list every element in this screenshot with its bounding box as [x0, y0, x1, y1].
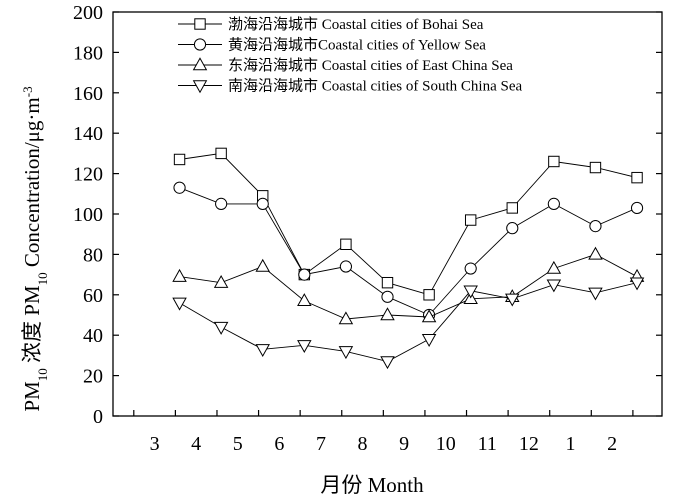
x-tick-label: 6	[274, 433, 284, 455]
legend-label: 东海沿海城市 Coastal cities of East China Sea	[228, 57, 513, 74]
x-tick-label: 8	[358, 433, 368, 455]
data-point	[256, 197, 269, 210]
y-tick-label: 140	[73, 123, 103, 145]
y-axis-title: PM10 浓度 PM10 Concentration/μg·m-3	[20, 86, 50, 411]
series-4	[172, 277, 645, 370]
data-point	[340, 238, 352, 251]
data-point	[173, 181, 186, 194]
legend-label: 南海沿海城市 Coastal cities of South China Sea	[228, 78, 522, 95]
y-tick-label: 160	[73, 83, 103, 105]
data-point	[589, 161, 602, 174]
data-point	[588, 246, 603, 260]
data-point	[589, 220, 602, 233]
series-1	[173, 147, 643, 301]
y-tick-label: 80	[83, 244, 103, 266]
legend-item-2: 黄海沿海城市Coastal cities of Yellow Sea	[178, 37, 486, 54]
data-point	[255, 344, 270, 358]
data-point	[172, 268, 187, 282]
legend-item-1: 渤海沿海城市 Coastal cities of Bohai Sea	[178, 16, 484, 33]
y-tick-label: 20	[83, 366, 103, 388]
data-point	[630, 201, 644, 215]
data-point	[213, 274, 229, 288]
x-tick-label: 1	[566, 433, 576, 455]
x-tick-label: 3	[150, 433, 160, 455]
x-tick-label: 4	[191, 433, 201, 455]
data-point	[338, 346, 354, 360]
data-point	[548, 155, 560, 168]
x-axis-title: 月份 Month	[320, 473, 424, 497]
x-tick-label: 10	[436, 433, 456, 455]
data-point	[423, 289, 435, 301]
series-line	[179, 187, 638, 316]
x-tick-label: 2	[607, 433, 617, 455]
legend-marker	[192, 57, 208, 71]
data-point	[629, 277, 645, 291]
y-label-concentration: Concentration/μg·m	[20, 97, 44, 272]
series-3	[172, 246, 645, 325]
data-point	[380, 307, 395, 321]
data-point	[464, 262, 477, 275]
data-point	[381, 290, 394, 303]
legend-item-3: 东海沿海城市 Coastal cities of East China Sea	[178, 57, 513, 74]
data-point	[546, 260, 562, 274]
y-tick-label: 120	[73, 164, 103, 186]
data-point	[297, 340, 312, 354]
data-point	[547, 197, 560, 210]
y-tick-label: 180	[73, 42, 103, 64]
y-tick-label: 40	[83, 325, 103, 347]
data-point	[506, 202, 518, 214]
series-2	[173, 181, 644, 322]
x-tick-label: 9	[399, 433, 409, 455]
x-tick-label: 5	[233, 433, 243, 455]
data-point	[546, 279, 562, 293]
y-tick-label: 0	[93, 406, 103, 428]
y-axis-label: PM10 浓度 PM10 Concentration/μg·m-3	[20, 86, 50, 411]
data-point	[173, 153, 186, 166]
y-tick-label: 60	[83, 285, 103, 307]
x-tick-label: 11	[478, 433, 497, 455]
data-point	[297, 293, 312, 307]
y-tick-label: 200	[73, 2, 103, 24]
data-point	[172, 297, 187, 311]
legend: 渤海沿海城市 Coastal cities of Bohai Sea 黄海沿海城市…	[178, 16, 522, 95]
data-point	[631, 171, 643, 184]
data-point	[464, 214, 477, 226]
data-point	[421, 309, 437, 323]
data-point	[213, 321, 229, 335]
y-label-nongdu: 浓度 PM	[20, 285, 44, 368]
data-point	[381, 276, 394, 289]
legend-marker	[193, 38, 207, 51]
y-label-sup: -3	[20, 86, 35, 97]
x-tick-label: 12	[519, 433, 539, 455]
x-tick-label: 7	[316, 433, 326, 455]
data-point	[588, 287, 603, 301]
data-point	[506, 222, 519, 235]
legend-item-4: 南海沿海城市 Coastal cities of South China Sea	[178, 78, 522, 95]
data-point	[255, 258, 270, 272]
legend-marker	[194, 18, 206, 30]
data-point	[421, 334, 437, 347]
y-label-sub-2: 10	[35, 272, 50, 285]
data-point	[338, 311, 354, 325]
y-label-sub-1: 10	[35, 368, 50, 381]
data-point	[215, 147, 227, 160]
series-line	[179, 253, 638, 320]
series-line	[179, 282, 638, 362]
legend-label: 黄海沿海城市Coastal cities of Yellow Sea	[228, 37, 486, 54]
data-point	[339, 260, 353, 273]
y-tick-label: 100	[73, 204, 103, 226]
series-line	[179, 152, 638, 296]
legend-label: 渤海沿海城市 Coastal cities of Bohai Sea	[228, 16, 484, 33]
data-point	[298, 268, 311, 281]
data-point	[215, 197, 228, 210]
y-label-pm: PM	[20, 381, 44, 412]
legend-marker	[192, 80, 208, 94]
data-point	[505, 293, 520, 307]
data-point	[463, 285, 478, 299]
data-point	[380, 356, 395, 370]
